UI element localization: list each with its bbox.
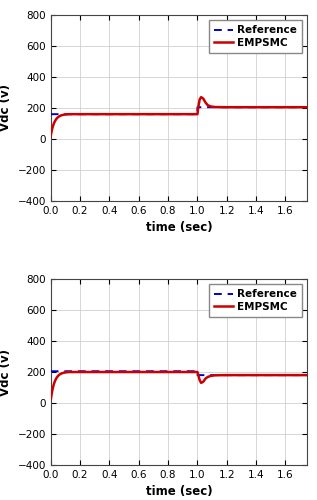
EMPSMC bbox=[67, 369, 70, 375]
EMPSMC bbox=[60, 370, 64, 376]
Legend: Reference, EMPSMC: Reference, EMPSMC bbox=[209, 284, 302, 318]
Y-axis label: Vdc (v): Vdc (v) bbox=[0, 348, 12, 396]
EMPSMC bbox=[52, 121, 56, 127]
EMPSMC bbox=[68, 369, 72, 375]
EMPSMC bbox=[49, 396, 53, 402]
EMPSMC bbox=[53, 380, 56, 386]
EMPSMC bbox=[54, 118, 57, 124]
Reference bbox=[196, 372, 199, 378]
EMPSMC bbox=[306, 372, 309, 378]
EMPSMC bbox=[54, 377, 57, 383]
EMPSMC bbox=[67, 111, 70, 117]
Reference bbox=[196, 368, 199, 374]
Reference bbox=[306, 372, 309, 378]
Reference bbox=[196, 104, 199, 110]
Line: EMPSMC: EMPSMC bbox=[51, 372, 307, 399]
Line: EMPSMC: EMPSMC bbox=[51, 97, 307, 135]
EMPSMC bbox=[53, 119, 56, 125]
EMPSMC bbox=[199, 94, 203, 100]
X-axis label: time (sec): time (sec) bbox=[146, 486, 212, 498]
Reference bbox=[196, 111, 199, 117]
EMPSMC bbox=[60, 112, 64, 118]
Reference bbox=[49, 368, 53, 374]
EMPSMC bbox=[52, 382, 56, 388]
EMPSMC bbox=[64, 370, 68, 376]
Legend: Reference, EMPSMC: Reference, EMPSMC bbox=[209, 20, 302, 53]
EMPSMC bbox=[306, 104, 309, 110]
EMPSMC bbox=[49, 132, 53, 138]
X-axis label: time (sec): time (sec) bbox=[146, 222, 212, 234]
Line: Reference: Reference bbox=[51, 107, 307, 114]
Reference bbox=[49, 111, 53, 117]
Reference bbox=[306, 104, 309, 110]
Y-axis label: Vdc (v): Vdc (v) bbox=[0, 84, 12, 132]
Line: Reference: Reference bbox=[51, 371, 307, 375]
EMPSMC bbox=[64, 112, 68, 117]
